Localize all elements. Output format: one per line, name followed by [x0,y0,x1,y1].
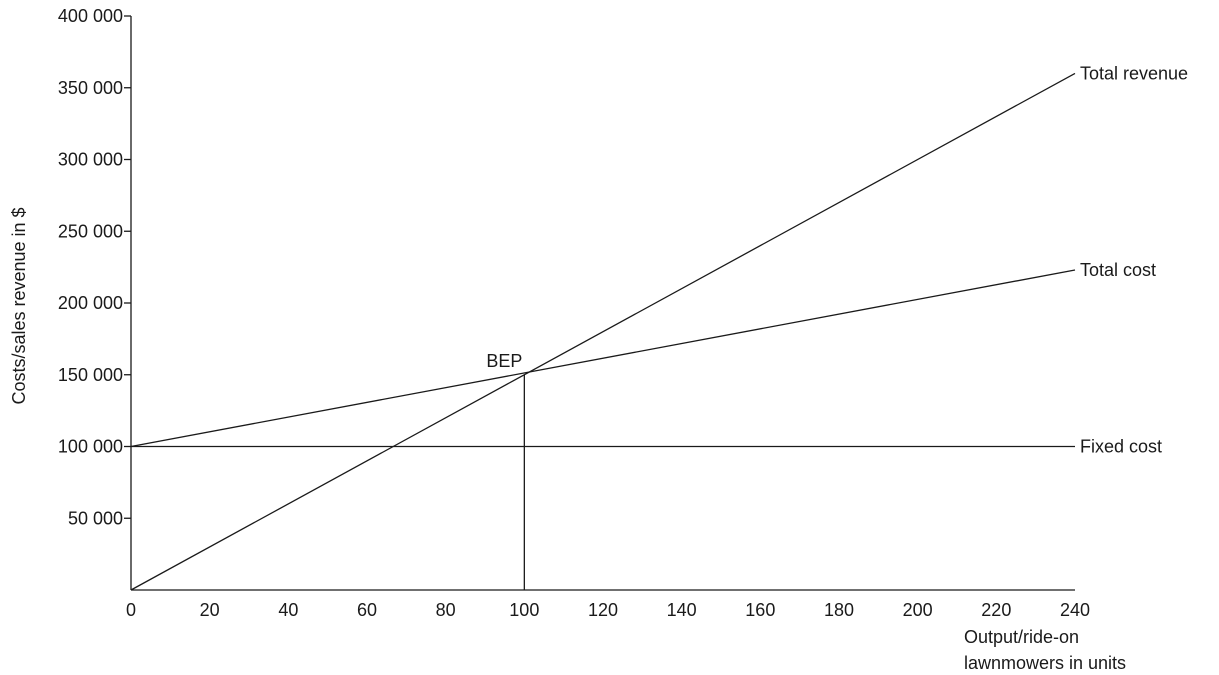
x-tick-label-200: 200 [903,600,933,620]
x-axis-title: Output/ride-on lawnmowers in units [964,627,1126,673]
x-tick-label-220: 220 [981,600,1011,620]
x-tick-label-40: 40 [278,600,298,620]
x-tick-label-120: 120 [588,600,618,620]
series-line-total-revenue [130,72,1076,591]
x-tick-label-240: 240 [1060,600,1090,620]
x-tick-label-20: 20 [200,600,220,620]
y-tick-label-200000: 200 000 [58,293,123,313]
x-tick-label-160: 160 [745,600,775,620]
plot-area: 50 000 100 000 150 000 200 000 250 000 300 00… [58,6,1188,620]
x-axis-title-line-1: Output/ride-on [964,627,1079,647]
y-tick-label-300000: 300 000 [58,150,123,170]
x-tick-label-80: 80 [436,600,456,620]
annotations: BEP [486,351,522,371]
y-tick-label-350000: 350 000 [58,78,123,98]
y-axis-title: Costs/sales revenue in $ [9,207,29,404]
x-tick-label-0: 0 [126,600,136,620]
series-label-fixed-cost: Fixed cost [1080,437,1162,457]
series-label-total-cost: Total cost [1080,260,1156,280]
x-tick-label-100: 100 [509,600,539,620]
y-tick-label-100000: 100 000 [58,437,123,457]
x-axis-ticks: 0 20 40 60 80 100 120 140 160 180 200 220 240 [126,600,1090,620]
series-labels: Total revenue Total cost Fixed cost [1080,63,1188,456]
y-tick-label-50000: 50 000 [68,508,123,528]
x-tick-label-60: 60 [357,600,377,620]
annotation-bep: BEP [486,351,522,371]
x-axis-title-line-2: lawnmowers in units [964,653,1126,673]
x-tick-label-140: 140 [667,600,697,620]
series-label-total-revenue: Total revenue [1080,63,1188,83]
y-tick-label-250000: 250 000 [58,221,123,241]
y-tick-label-150000: 150 000 [58,365,123,385]
x-tick-label-180: 180 [824,600,854,620]
y-tick-label-400000: 400 000 [58,6,123,26]
series-line-total-cost [130,269,1076,448]
series-lines [130,72,1076,591]
y-axis-ticks: 50 000 100 000 150 000 200 000 250 000 300 00… [58,6,131,528]
